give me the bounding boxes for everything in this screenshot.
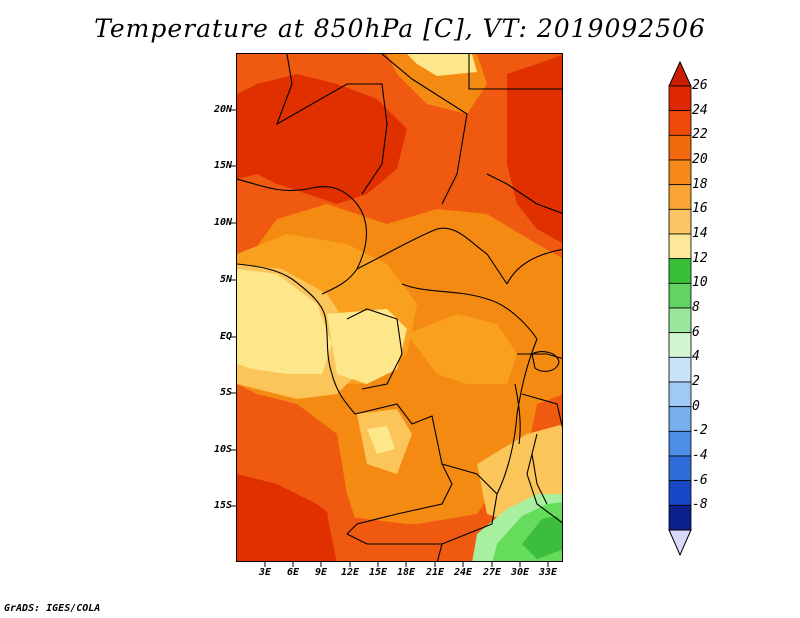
field-congo-14: [327, 309, 407, 384]
colorbar-label: 14: [692, 226, 708, 241]
colorbar-label: 10: [692, 275, 708, 291]
border-zambia: [441, 463, 498, 545]
border-car: [356, 227, 508, 285]
colorbar-segment: [668, 455, 692, 482]
colorbar-label: 26: [692, 78, 708, 93]
colorbar-label: 12: [692, 250, 708, 266]
y-tick-15n: 15N: [213, 160, 232, 171]
colorbar-segment: [668, 233, 692, 260]
colorbar-segment: [668, 134, 692, 161]
grads-credit: GrADS: IGES/COLA: [4, 603, 101, 614]
field-angola-14: [367, 426, 395, 454]
border-uganda-kenya: [517, 353, 562, 359]
colorbar-label: 20: [692, 152, 708, 167]
coastline-west: [237, 263, 356, 415]
y-tick-5s: 5S: [219, 387, 232, 398]
colorbar-segment: [668, 184, 692, 210]
y-tick-10s: 10S: [213, 444, 232, 455]
colorbar-label: 24: [692, 102, 708, 118]
borders: [237, 54, 562, 561]
colorbar-segments: [668, 85, 692, 531]
colorbar-label: 2: [692, 374, 700, 389]
y-tick-5n: 5N: [219, 274, 232, 285]
colorbar-segment: [668, 110, 692, 136]
field-hot-sahel: [237, 74, 407, 204]
lake-tanganyika: [514, 383, 521, 445]
border-drc-east: [496, 338, 538, 495]
x-tick-30e: 30E: [510, 567, 530, 578]
border-east-africa: [506, 248, 562, 285]
colorbar-segment: [668, 332, 692, 358]
colorbar-segment: [668, 208, 692, 235]
x-tick-27e: 27E: [482, 567, 502, 578]
lake-victoria: [531, 351, 560, 372]
border-angola: [346, 403, 453, 535]
colorbar: [668, 60, 692, 557]
colorbar-segment: [668, 430, 692, 457]
temperature-map: [236, 53, 563, 562]
colorbar-segment: [668, 282, 692, 309]
colorbar-segment: [668, 356, 692, 383]
border-nigeria: [237, 178, 368, 295]
colorbar-label: 16: [692, 201, 708, 217]
colorbar-segment: [668, 159, 692, 186]
border-congo-basin: [346, 308, 403, 390]
x-tick-24e: 24E: [453, 567, 473, 578]
colorbar-label: -4: [692, 448, 708, 463]
x-tick-6e: 6E: [286, 567, 300, 578]
field-north-pale: [407, 54, 477, 76]
colorbar-label: 4: [692, 349, 700, 365]
field-congo-18: [407, 314, 517, 384]
colorbar-label: 6: [692, 324, 700, 340]
colorbar-bottom-arrow: [668, 529, 692, 557]
colorbar-segment: [668, 307, 692, 334]
colorbar-segment: [668, 381, 692, 408]
field-green-8: [522, 516, 562, 559]
x-tick-9e: 9E: [314, 567, 328, 578]
colorbar-segment: [668, 85, 692, 112]
colorbar-label: 18: [692, 176, 708, 192]
colorbar-label: 22: [692, 127, 708, 143]
colorbar-top-arrow: [668, 60, 692, 87]
field-south-22: [327, 514, 487, 561]
colorbar-segment: [668, 504, 692, 531]
colorbar-segment: [668, 258, 692, 284]
y-tick-eq: EQ: [219, 331, 232, 342]
colorbar-label: 8: [692, 300, 700, 315]
x-tick-18e: 18E: [396, 567, 416, 578]
x-tick-21e: 21E: [425, 567, 445, 578]
chart-title: Temperature at 850hPa [C], VT: 201909250…: [94, 14, 706, 43]
border-drc-north: [401, 283, 538, 340]
field-gabon-14: [237, 269, 332, 374]
x-tick-3e: 3E: [258, 567, 272, 578]
x-tick-12e: 12E: [340, 567, 360, 578]
field-hot-ne-core: [532, 84, 562, 203]
colorbar-segment: [668, 480, 692, 506]
colorbar-label: 0: [692, 398, 700, 414]
y-tick-15s: 15S: [213, 500, 232, 511]
border-libya-egypt: [468, 54, 562, 90]
colorbar-label: -8: [692, 497, 708, 513]
colorbar-label: -2: [692, 423, 708, 439]
x-tick-15e: 15E: [368, 567, 388, 578]
field-south-west-hot: [237, 474, 347, 561]
border-ethiopia: [486, 173, 562, 214]
border-tanzania: [521, 393, 562, 428]
border-malawi: [531, 453, 548, 505]
border-chad-sudan: [381, 54, 468, 205]
map-canvas: [237, 54, 562, 561]
x-tick-33e: 33E: [538, 567, 558, 578]
y-tick-10n: 10N: [213, 217, 232, 228]
border-namibia: [346, 533, 443, 561]
colorbar-segment: [668, 406, 692, 432]
border-niger-chad: [275, 54, 388, 195]
y-tick-20n: 20N: [213, 104, 232, 115]
colorbar-label: -6: [692, 472, 708, 488]
